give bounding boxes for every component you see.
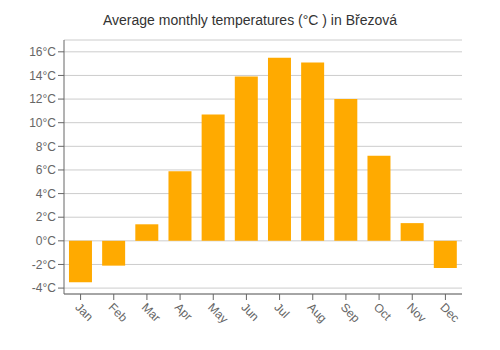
svg-text:8°C: 8°C [36, 140, 56, 154]
svg-text:Apr: Apr [172, 300, 195, 323]
html-text:Average monthly temperatures (: Average monthly temperatures (°C ) in Bř… [103, 12, 397, 28]
svg-text:0°C: 0°C [36, 234, 56, 248]
svg-text:12°C: 12°C [29, 92, 56, 106]
svg-text:Jan: Jan [72, 300, 96, 324]
svg-text:Nov: Nov [404, 300, 429, 325]
svg-text:Dec: Dec [437, 300, 462, 325]
svg-text:Jun: Jun [238, 300, 262, 324]
svg-text:6°C: 6°C [36, 163, 56, 177]
svg-text:4°C: 4°C [36, 187, 56, 201]
svg-text:Aug: Aug [305, 300, 330, 325]
svg-text:10°C: 10°C [29, 116, 56, 130]
svg-text:Feb: Feb [106, 300, 131, 325]
svg-text:Oct: Oct [371, 300, 395, 324]
svg-text:Mar: Mar [139, 300, 164, 325]
svg-text:16°C: 16°C [29, 45, 56, 59]
svg-text:Sep: Sep [338, 300, 363, 325]
svg-text:-2°C: -2°C [32, 258, 56, 272]
svg-text:May: May [205, 300, 231, 326]
svg-text:-4°C: -4°C [32, 281, 56, 295]
svg-text:2°C: 2°C [36, 210, 56, 224]
svg-text:Jul: Jul [271, 300, 292, 321]
svg-text:14°C: 14°C [29, 69, 56, 83]
